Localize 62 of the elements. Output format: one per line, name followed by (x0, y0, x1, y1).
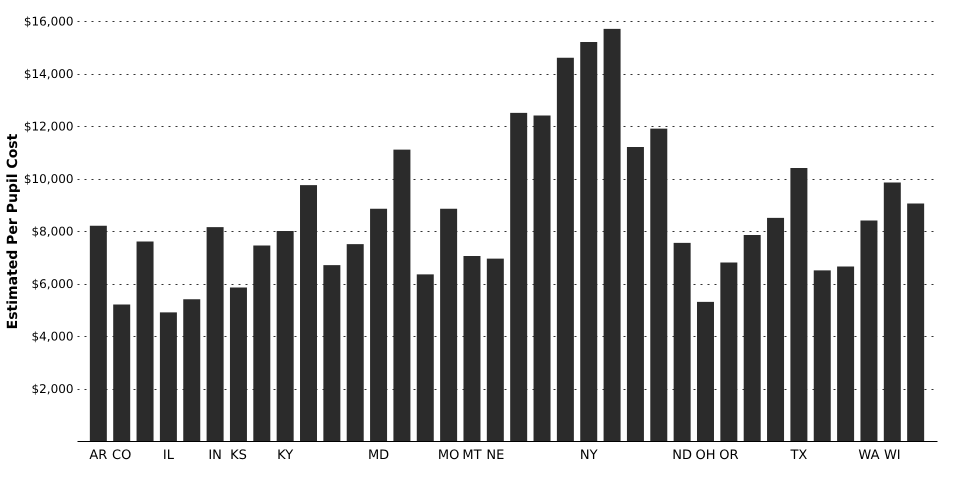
bar (416, 274, 434, 441)
x-tick-label: KY (277, 448, 294, 463)
bar (300, 185, 318, 441)
bar (556, 58, 574, 441)
x-tick-label: ND (672, 448, 692, 463)
bar (230, 287, 247, 441)
bar (160, 312, 177, 441)
y-tick-label: $6,000 (32, 277, 74, 291)
x-tick-label: IN (208, 448, 222, 463)
bar (580, 42, 598, 441)
bar (884, 182, 901, 441)
y-tick-label: $10,000 (24, 172, 74, 186)
bar (113, 304, 130, 441)
x-tick-label: MD (368, 448, 390, 463)
x-tick-label: MO (438, 448, 460, 463)
y-axis-title: Estimated Per Pupil Cost (4, 133, 21, 330)
bar (767, 218, 784, 441)
y-tick-label: $14,000 (24, 67, 74, 81)
x-tick-label: OH (695, 448, 716, 463)
bar (907, 203, 924, 441)
bar (136, 242, 154, 441)
bar (276, 231, 294, 441)
y-tick-label: $4,000 (32, 330, 74, 344)
bar (463, 256, 480, 441)
y-tick-label: $2,000 (32, 382, 74, 396)
x-tick-label: AR (89, 448, 108, 463)
x-tick-label: KS (230, 448, 247, 463)
x-tick-label: WA (858, 448, 880, 463)
x-tick-label: WI (884, 448, 901, 463)
x-tick-label: CO (112, 448, 132, 463)
y-tick-label: $12,000 (24, 120, 74, 134)
x-tick-label: MT (462, 448, 482, 463)
bar (534, 116, 551, 441)
bar (510, 112, 528, 441)
bar (837, 266, 854, 441)
bar (183, 299, 200, 441)
x-tick-label: TX (789, 448, 808, 463)
bar (346, 244, 364, 441)
bar (370, 208, 388, 441)
bar (744, 234, 761, 441)
bar (486, 258, 504, 441)
x-tick-label: IL (162, 448, 175, 463)
y-tick-label: $8,000 (32, 224, 74, 238)
bar (790, 168, 808, 441)
bar (253, 245, 270, 441)
bar (720, 262, 738, 441)
bar (604, 28, 621, 441)
bar (860, 220, 878, 441)
bar (814, 270, 831, 441)
bar (696, 302, 714, 441)
bar (206, 227, 224, 441)
bar (440, 208, 458, 441)
x-tick-label: OR (719, 448, 738, 463)
x-tick-label: NE (486, 448, 504, 463)
bar (650, 128, 668, 441)
bar (393, 150, 410, 441)
bar (674, 242, 691, 441)
bar (626, 147, 644, 441)
x-tick-label: NY (580, 448, 598, 463)
y-tick-label: $16,000 (24, 14, 74, 28)
bar (323, 265, 340, 441)
bar (90, 226, 107, 441)
